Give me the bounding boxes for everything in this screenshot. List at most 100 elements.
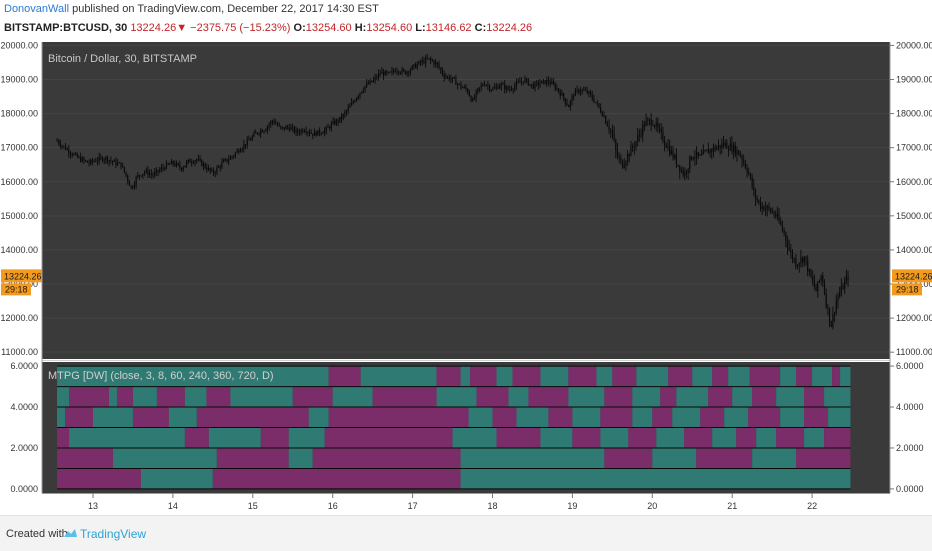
tradingview-brand[interactable]: TradingView <box>80 527 147 541</box>
candle-body <box>589 91 592 95</box>
candle-body <box>416 64 418 68</box>
mtpg-cell <box>756 427 777 448</box>
candle-body <box>601 112 603 116</box>
mtpg-cell <box>69 427 185 448</box>
candle-body <box>88 162 90 164</box>
candle-body <box>105 157 107 160</box>
mtpg-cell <box>292 386 333 408</box>
mtpg-cell <box>780 407 805 428</box>
candle-body <box>288 127 290 131</box>
mtpg-cell <box>632 407 653 428</box>
candle-body <box>63 145 65 147</box>
candle-body <box>209 168 211 171</box>
mtpg-cell <box>628 427 657 448</box>
candle-body <box>155 170 157 173</box>
price-tick-left: 20000.00 <box>0 40 38 50</box>
close-value: 13224.26 <box>486 22 533 34</box>
candle-body <box>216 167 218 173</box>
mtpg-cell <box>796 447 851 469</box>
indicator-axes[interactable]: 6.0000 6.0000 4.0000 4.0000 2.0000 2.0000 0.00… <box>10 361 923 494</box>
candle-body <box>334 121 336 125</box>
candle-body <box>350 102 353 106</box>
mtpg-cell <box>508 386 529 408</box>
candle-body <box>655 122 657 127</box>
candle-body <box>152 174 154 176</box>
candle-body <box>472 98 474 101</box>
candle-body <box>603 115 605 117</box>
candle-body <box>788 247 790 251</box>
candle-body <box>244 144 247 146</box>
candle-body <box>542 80 545 81</box>
time-tick-label: 16 <box>328 501 338 511</box>
tradingview-cloud-icon[interactable] <box>62 526 78 540</box>
indicator-tick-left: 4.0000 <box>10 402 38 412</box>
candle-body <box>202 164 205 166</box>
candle-body <box>793 258 795 260</box>
candle-body <box>721 143 723 149</box>
candle-body <box>147 170 149 175</box>
mtpg-cell <box>470 366 497 387</box>
candle-body <box>546 80 548 84</box>
candle-body <box>283 127 285 130</box>
candle-body <box>305 131 307 133</box>
price-tick-left: 18000.00 <box>0 109 38 119</box>
candle-body <box>174 163 176 166</box>
candle-body <box>595 102 597 103</box>
mtpg-cell <box>184 386 207 408</box>
candle-body <box>642 124 644 136</box>
candle-body <box>783 229 785 233</box>
candle-body <box>290 127 292 131</box>
price-tick-right: 12000.00 <box>896 313 932 323</box>
mtpg-cell <box>288 427 325 448</box>
candle-body <box>551 81 553 84</box>
candle-body <box>332 121 334 124</box>
candle-body <box>71 154 73 156</box>
candle-body <box>665 144 667 148</box>
mtpg-cell <box>140 468 213 489</box>
price-tick-right: 16000.00 <box>896 177 932 187</box>
candle-body <box>184 165 186 168</box>
price-change: −2375.75 (−15.23%) <box>190 22 291 34</box>
price-tick-left: 15000.00 <box>0 211 38 221</box>
time-tick-label: 15 <box>248 501 258 511</box>
candle-body <box>640 134 642 136</box>
candle-body <box>278 125 280 127</box>
candle-body <box>719 145 721 149</box>
candle-body <box>132 187 134 189</box>
candle-body <box>568 105 570 108</box>
candle-body <box>451 77 454 79</box>
mtpg-cell <box>736 427 757 448</box>
author-link[interactable]: DonovanWall <box>4 3 70 15</box>
candle-body <box>837 297 839 301</box>
time-tick-label: 19 <box>567 501 577 511</box>
candle-body <box>658 127 661 130</box>
time-axis[interactable]: 13 14 15 16 17 18 19 20 21 22 <box>88 493 817 511</box>
mtpg-cell <box>672 407 701 428</box>
candle-body <box>833 312 836 315</box>
candle-body <box>598 103 600 108</box>
candle-body <box>584 90 587 92</box>
candle-body <box>709 149 711 154</box>
time-tick-label: 14 <box>168 501 178 511</box>
time-tick-label: 20 <box>647 501 657 511</box>
candle-body <box>243 144 245 149</box>
candle-body <box>421 60 423 63</box>
mtpg-cell <box>328 366 361 387</box>
candle-body <box>729 143 731 151</box>
price-axes[interactable]: 20000.00 20000.00 19000.00 19000.00 18000.00… <box>0 40 932 357</box>
countdown-tag-text: 29:18 <box>5 284 28 294</box>
candle-body <box>423 60 425 64</box>
chart-area[interactable]: 20000.00 20000.00 19000.00 19000.00 18000.00… <box>0 40 932 515</box>
candle-body <box>842 285 844 290</box>
last-price-tag <box>1 269 42 283</box>
candle-body <box>125 171 127 176</box>
mtpg-cell <box>568 366 597 387</box>
price-pane[interactable] <box>42 42 890 359</box>
candle-body <box>754 189 757 199</box>
candle-body <box>219 166 221 168</box>
candle-body <box>456 83 459 85</box>
candle-body <box>746 168 748 173</box>
candle-body <box>435 62 437 65</box>
mtpg-heatmap <box>57 366 851 489</box>
candle-body <box>426 58 428 59</box>
